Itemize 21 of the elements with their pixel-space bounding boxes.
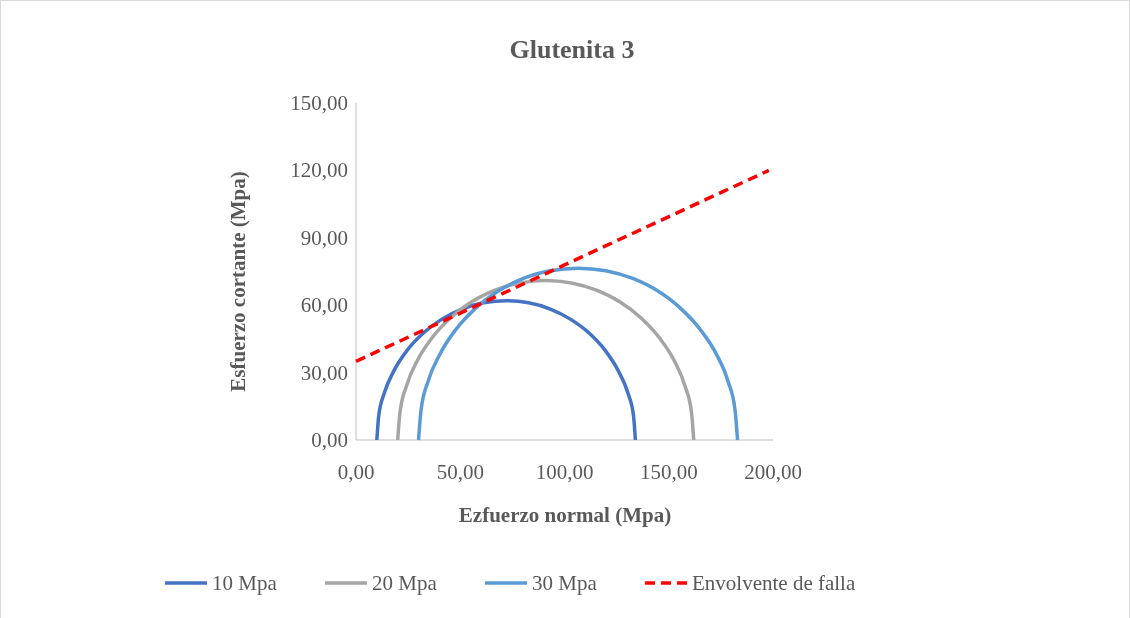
y-axis-title: Esfuerzo cortante (Mpa): [226, 171, 250, 392]
legend-label: Envolvente de falla: [692, 571, 856, 595]
x-axis-title: Ezfuerzo normal (Mpa): [458, 503, 672, 527]
x-tick-label: 50,00: [436, 460, 484, 484]
y-tick-label: 30,00: [300, 360, 348, 385]
line-series: [395, 278, 696, 442]
chart-title: Glutenita 3: [509, 35, 635, 64]
x-tick-label: 150,00: [639, 460, 698, 484]
legend-label: 20 Mpa: [372, 571, 438, 595]
y-tick-label: 150,00: [290, 91, 348, 115]
line-series: [416, 266, 740, 442]
y-tick-label: 90,00: [300, 225, 348, 250]
x-tick-label: 100,00: [535, 460, 594, 484]
legend-label: 30 Mpa: [532, 571, 598, 595]
x-tick-label: 200,00: [744, 460, 802, 484]
legend-label: 10 Mpa: [212, 571, 278, 595]
y-tick-label: 0,00: [311, 428, 348, 452]
x-tick-label: 0,00: [337, 460, 375, 484]
line-series: [375, 298, 638, 442]
y-tick-label: 120,00: [290, 158, 348, 183]
y-tick-label: 60,00: [300, 293, 348, 318]
